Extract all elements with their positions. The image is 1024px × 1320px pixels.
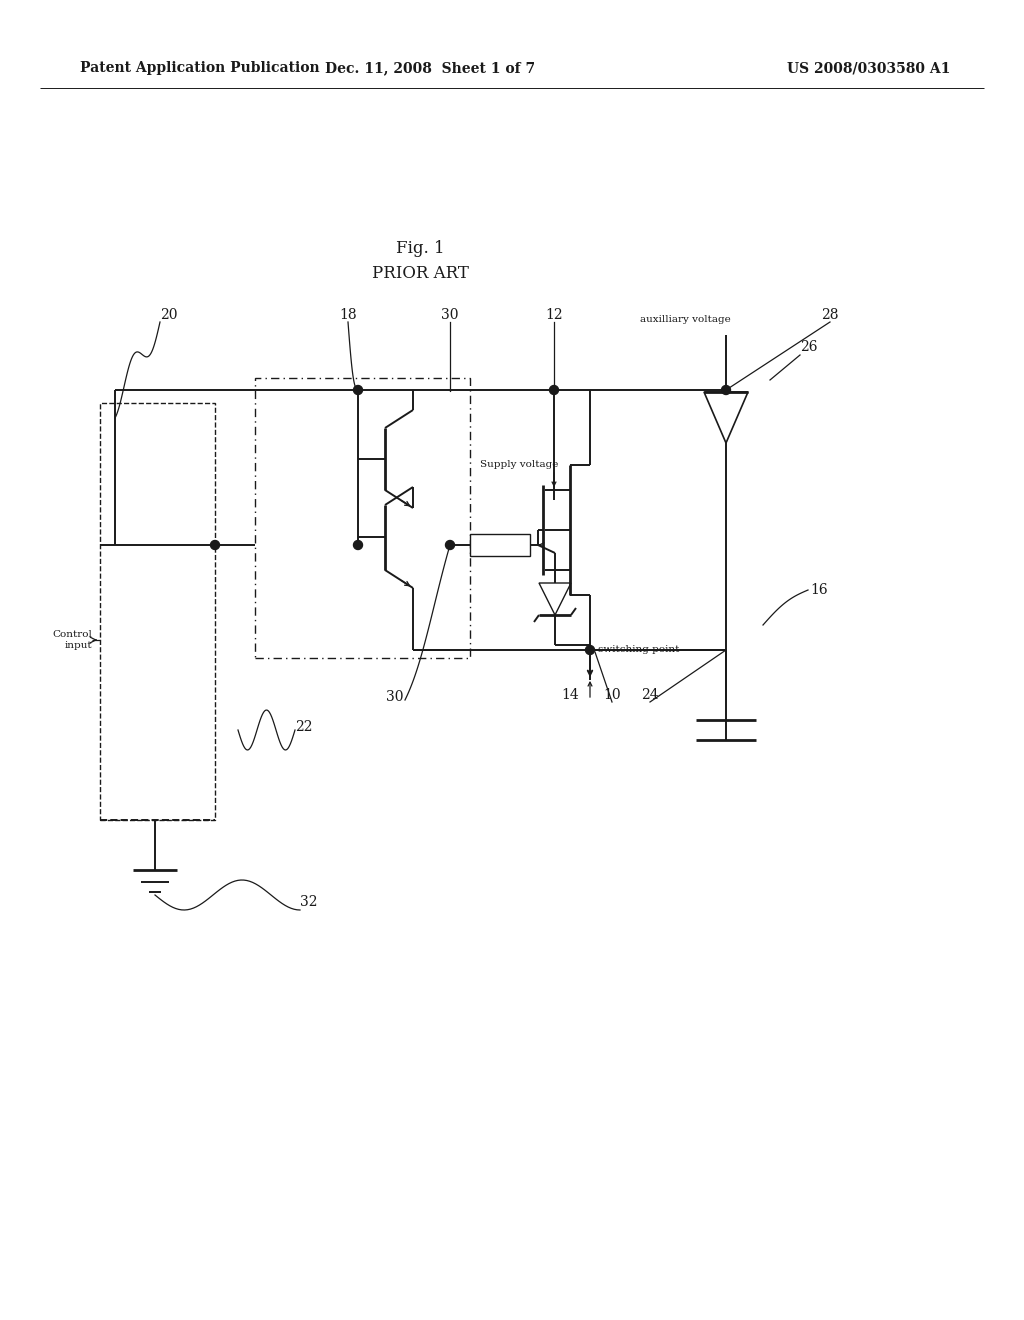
Text: 20: 20	[160, 308, 177, 322]
Bar	[100, 403, 215, 820]
Text: switching point: switching point	[598, 645, 679, 655]
Bar	[470, 535, 530, 556]
Text: 12: 12	[545, 308, 563, 322]
Circle shape	[586, 645, 595, 655]
Circle shape	[353, 540, 362, 549]
Text: Control
input: Control input	[52, 630, 92, 649]
Text: 22: 22	[295, 719, 312, 734]
Text: US 2008/0303580 A1: US 2008/0303580 A1	[786, 61, 950, 75]
Text: 18: 18	[339, 308, 356, 322]
Text: 10: 10	[603, 688, 621, 702]
Text: 16: 16	[810, 583, 827, 597]
Text: 30: 30	[386, 690, 403, 704]
Text: 26: 26	[800, 341, 817, 354]
Bar	[255, 378, 470, 657]
Circle shape	[445, 540, 455, 549]
Text: Patent Application Publication: Patent Application Publication	[80, 61, 319, 75]
Text: Supply voltage: Supply voltage	[480, 459, 558, 469]
Circle shape	[550, 385, 558, 395]
Circle shape	[211, 540, 219, 549]
Text: auxilliary voltage: auxilliary voltage	[640, 315, 731, 323]
Text: 28: 28	[821, 308, 839, 322]
Text: Dec. 11, 2008  Sheet 1 of 7: Dec. 11, 2008 Sheet 1 of 7	[325, 61, 536, 75]
Circle shape	[722, 385, 730, 395]
Text: 32: 32	[300, 895, 317, 909]
Text: 30: 30	[441, 308, 459, 322]
Text: 14: 14	[561, 688, 579, 702]
Text: 24: 24	[641, 688, 658, 702]
Circle shape	[353, 385, 362, 395]
Text: Fig. 1: Fig. 1	[395, 240, 444, 257]
Text: PRIOR ART: PRIOR ART	[372, 265, 468, 282]
